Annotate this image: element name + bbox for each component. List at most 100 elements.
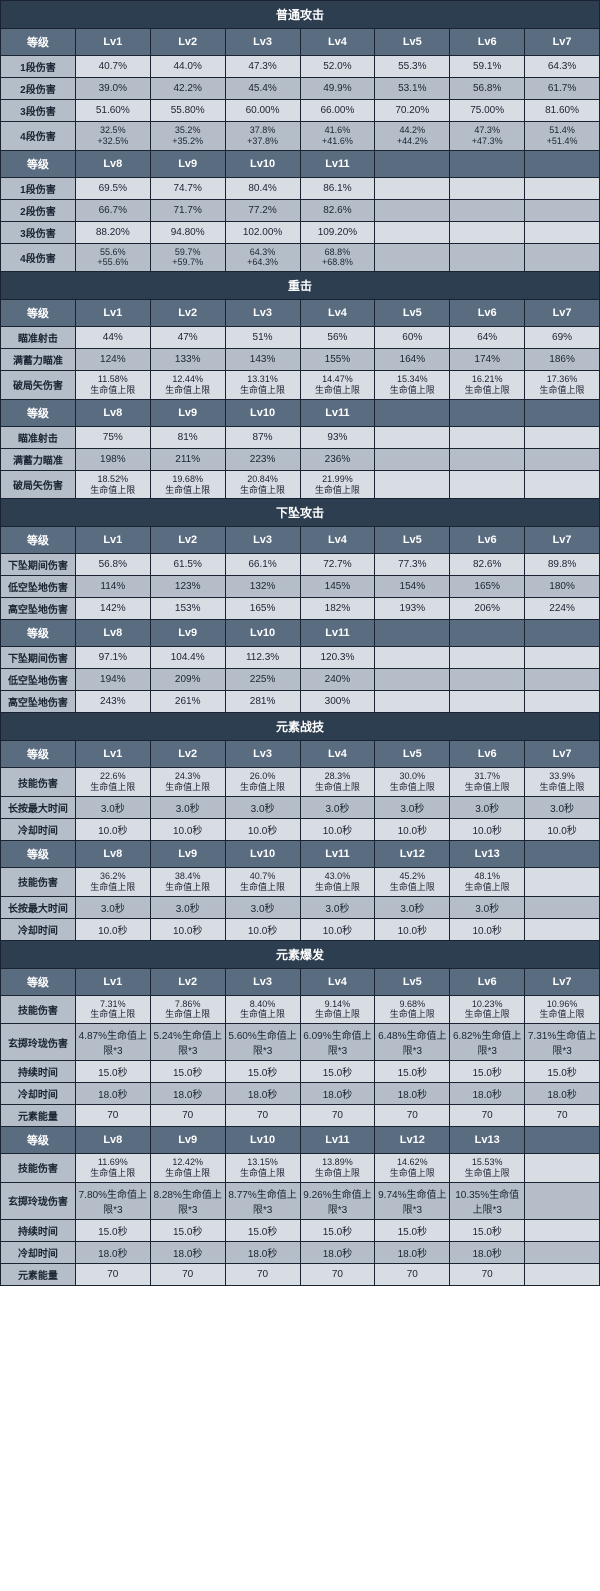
- data-cell: 64.3%+64.3%: [225, 243, 300, 272]
- data-cell: 281%: [225, 691, 300, 713]
- level-header: [375, 150, 450, 177]
- level-header: Lv9: [150, 1127, 225, 1154]
- data-cell: 15.0秒: [150, 1219, 225, 1241]
- level-header: Lv7: [525, 968, 600, 995]
- row-label: 满蓄力瞄准: [1, 448, 76, 470]
- data-cell: 70: [375, 1105, 450, 1127]
- data-cell: 68.8%+68.8%: [300, 243, 375, 272]
- data-cell: 5.24%生命值上限*3: [150, 1024, 225, 1061]
- data-cell: 10.0秒: [75, 818, 150, 840]
- data-cell: 15.0秒: [525, 1061, 600, 1083]
- data-cell: 60.00%: [225, 100, 300, 122]
- data-cell: 15.0秒: [375, 1061, 450, 1083]
- data-cell: 109.20%: [300, 221, 375, 243]
- data-cell: 10.0秒: [300, 918, 375, 940]
- row-label: 冷却时间: [1, 818, 76, 840]
- data-cell: 225%: [225, 669, 300, 691]
- data-cell: 18.52%生命值上限: [75, 470, 150, 499]
- level-header: Lv5: [375, 968, 450, 995]
- level-header: [375, 620, 450, 647]
- data-cell: 3.0秒: [525, 796, 600, 818]
- level-header: Lv3: [225, 527, 300, 554]
- data-cell: 19.68%生命值上限: [150, 470, 225, 499]
- level-header: [525, 399, 600, 426]
- data-cell: 18.0秒: [150, 1083, 225, 1105]
- row-label: 玄掷玲珑伤害: [1, 1024, 76, 1061]
- data-cell: 82.6%: [450, 554, 525, 576]
- level-header: Lv9: [150, 620, 225, 647]
- data-cell: 36.2%生命值上限: [75, 867, 150, 896]
- level-header: Lv4: [300, 741, 375, 768]
- level-header: Lv6: [450, 300, 525, 327]
- data-cell: 64%: [450, 327, 525, 349]
- data-cell: 60%: [375, 327, 450, 349]
- empty-cell: [375, 669, 450, 691]
- data-cell: 261%: [150, 691, 225, 713]
- level-header: Lv1: [75, 300, 150, 327]
- row-label: 2段伤害: [1, 78, 76, 100]
- data-cell: 154%: [375, 576, 450, 598]
- level-header: Lv5: [375, 741, 450, 768]
- data-cell: 9.74%生命值上限*3: [375, 1182, 450, 1219]
- data-cell: 300%: [300, 691, 375, 713]
- data-cell: 102.00%: [225, 221, 300, 243]
- level-header: Lv10: [225, 620, 300, 647]
- level-header: Lv10: [225, 840, 300, 867]
- data-cell: 74.7%: [150, 177, 225, 199]
- data-cell: 61.5%: [150, 554, 225, 576]
- data-cell: 18.0秒: [225, 1241, 300, 1263]
- row-label: 满蓄力瞄准: [1, 349, 76, 371]
- level-header: Lv8: [75, 620, 150, 647]
- data-cell: 22.6%生命值上限: [75, 768, 150, 797]
- level-header: Lv8: [75, 840, 150, 867]
- level-header: Lv11: [300, 1127, 375, 1154]
- data-cell: 15.0秒: [225, 1219, 300, 1241]
- data-cell: 15.0秒: [300, 1061, 375, 1083]
- empty-cell: [450, 691, 525, 713]
- data-cell: 3.0秒: [75, 796, 150, 818]
- data-cell: 3.0秒: [225, 896, 300, 918]
- data-cell: 165%: [450, 576, 525, 598]
- data-cell: 112.3%: [225, 647, 300, 669]
- level-header: [525, 150, 600, 177]
- data-cell: 66.00%: [300, 100, 375, 122]
- data-cell: 51%: [225, 327, 300, 349]
- level-header: Lv2: [150, 300, 225, 327]
- empty-cell: [525, 896, 600, 918]
- data-cell: 223%: [225, 448, 300, 470]
- data-cell: 10.0秒: [450, 818, 525, 840]
- data-cell: 165%: [225, 598, 300, 620]
- level-label: 等级: [1, 29, 76, 56]
- data-cell: 53.1%: [375, 78, 450, 100]
- data-cell: 9.26%生命值上限*3: [300, 1182, 375, 1219]
- data-cell: 209%: [150, 669, 225, 691]
- empty-cell: [525, 867, 600, 896]
- data-cell: 51.60%: [75, 100, 150, 122]
- level-header: Lv3: [225, 968, 300, 995]
- data-cell: 6.82%生命值上限*3: [450, 1024, 525, 1061]
- data-cell: 243%: [75, 691, 150, 713]
- level-label: 等级: [1, 1127, 76, 1154]
- data-cell: 18.0秒: [300, 1241, 375, 1263]
- data-cell: 206%: [450, 598, 525, 620]
- row-label: 玄掷玲珑伤害: [1, 1182, 76, 1219]
- level-header: Lv9: [150, 399, 225, 426]
- level-header: Lv7: [525, 527, 600, 554]
- level-header: [525, 840, 600, 867]
- data-cell: 56%: [300, 327, 375, 349]
- section-header: 普通攻击: [1, 1, 600, 29]
- data-cell: 240%: [300, 669, 375, 691]
- data-cell: 71.7%: [150, 199, 225, 221]
- level-header: Lv3: [225, 300, 300, 327]
- data-cell: 11.69%生命值上限: [75, 1154, 150, 1183]
- data-cell: 180%: [525, 576, 600, 598]
- level-header: Lv4: [300, 300, 375, 327]
- level-label: 等级: [1, 300, 76, 327]
- data-cell: 88.20%: [75, 221, 150, 243]
- data-cell: 9.14%生命值上限: [300, 995, 375, 1024]
- data-cell: 52.0%: [300, 56, 375, 78]
- empty-cell: [525, 669, 600, 691]
- row-label: 长按最大时间: [1, 896, 76, 918]
- data-cell: 55.80%: [150, 100, 225, 122]
- data-cell: 49.9%: [300, 78, 375, 100]
